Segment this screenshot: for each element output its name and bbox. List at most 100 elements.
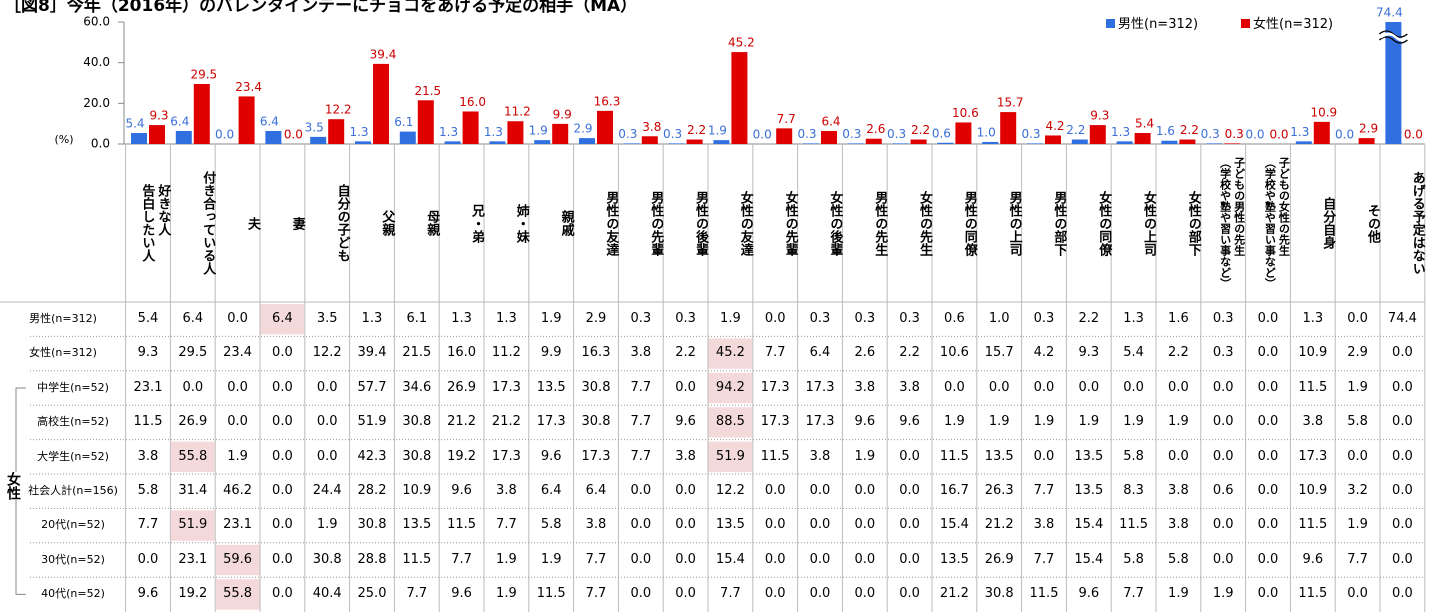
table-cell: 0.0 — [1033, 379, 1055, 395]
y-tick-label: 0.0 — [91, 137, 110, 151]
table-cell: 1.9 — [540, 551, 562, 567]
value-label: 5.4 — [1135, 117, 1154, 131]
value-label: 16.3 — [594, 94, 621, 108]
table-cell: 7.7 — [496, 517, 517, 533]
table-cell: 0.3 — [854, 311, 876, 326]
table-cell: 0.0 — [182, 379, 204, 395]
table-cell: 1.9 — [1347, 379, 1368, 395]
value-label: 0.6 — [932, 126, 951, 140]
table-cell: 0.0 — [630, 483, 652, 498]
table-cell: 6.4 — [540, 483, 562, 498]
bar — [1027, 143, 1043, 144]
table-cell: 5.4 — [1123, 345, 1144, 361]
bar — [507, 121, 524, 144]
category-label: 女性の部下 — [1185, 190, 1201, 256]
category-label: 父親 — [379, 210, 395, 236]
table-cell: 2.2 — [1078, 311, 1100, 326]
table-cell: 13.5 — [1074, 483, 1104, 498]
cell-highlight — [708, 441, 753, 472]
table-cell: 21.2 — [984, 517, 1014, 533]
bar — [686, 139, 703, 144]
table-cell: 42.3 — [357, 448, 387, 464]
table-cell: 12.2 — [312, 345, 342, 361]
value-label: 0.3 — [1021, 127, 1040, 141]
table-cell: 0.0 — [809, 517, 831, 533]
bar — [1134, 133, 1151, 144]
table-cell: 2.6 — [854, 345, 876, 361]
bar — [552, 123, 569, 144]
table-cell: 11.5 — [1298, 586, 1328, 602]
break-gap — [1381, 32, 1408, 42]
table-cell: 45.2 — [715, 345, 745, 361]
table-cell: 0.0 — [630, 517, 652, 533]
row-label: 大学生(n=52) — [37, 449, 109, 463]
value-label: 21.5 — [414, 84, 441, 98]
y-tick-label: 40.0 — [83, 55, 110, 69]
table-cell: 0.0 — [809, 483, 831, 498]
table-cell: 7.7 — [585, 551, 607, 567]
table-cell: 0.0 — [1212, 448, 1234, 464]
value-label: 1.3 — [1111, 125, 1130, 139]
table-cell: 0.0 — [854, 517, 876, 533]
table-cell: 7.7 — [451, 551, 472, 567]
bar — [1045, 135, 1061, 144]
bar — [1313, 121, 1330, 144]
category-label: 夫 — [244, 216, 260, 230]
bar — [373, 63, 389, 144]
bar — [821, 130, 837, 144]
table-cell: 10.9 — [1298, 483, 1328, 498]
category-label: 自分の子ども — [334, 184, 350, 262]
table-cell: 17.3 — [760, 379, 790, 395]
table-cell: 0.0 — [1347, 311, 1368, 326]
value-label: 6.4 — [170, 114, 189, 128]
table-cell: 5.8 — [540, 517, 562, 533]
value-label: 15.7 — [997, 96, 1024, 110]
table-cell: 0.0 — [1212, 517, 1234, 533]
table-cell: 26.9 — [447, 379, 477, 395]
table-cell: 11.5 — [760, 448, 790, 464]
bar — [892, 143, 909, 144]
table-cell: 11.5 — [402, 551, 432, 567]
bar — [417, 100, 434, 144]
table-cell: 2.9 — [1347, 345, 1368, 361]
value-label: 29.5 — [190, 68, 217, 82]
bar — [462, 111, 479, 144]
table-cell: 17.3 — [491, 379, 521, 395]
table-cell: 6.4 — [809, 345, 831, 361]
table-cell: 5.8 — [1347, 414, 1368, 430]
row-label: 社会人計(n=156) — [28, 484, 118, 497]
value-label: 4.2 — [1045, 119, 1064, 133]
table-cell: 0.0 — [764, 551, 786, 567]
table-cell: 0.0 — [1257, 483, 1279, 498]
bar — [937, 142, 954, 144]
table-cell: 0.0 — [272, 551, 293, 567]
table-cell: 30.8 — [312, 551, 342, 567]
value-label: 1.3 — [1290, 125, 1309, 139]
category-label: 男性の友達 — [603, 190, 619, 256]
table-cell: 0.0 — [899, 517, 920, 533]
table-cell: 9.9 — [540, 345, 562, 361]
cell-highlight — [260, 304, 305, 335]
bar — [803, 143, 819, 144]
bar — [668, 143, 685, 144]
category-label: 姉・妹 — [513, 203, 529, 243]
table-cell: 74.4 — [1387, 311, 1417, 326]
table-cell: 0.3 — [899, 311, 920, 326]
table-cell: 17.3 — [805, 379, 835, 395]
table-cell: 1.9 — [316, 517, 338, 533]
table-cell: 24.4 — [312, 483, 342, 498]
table-cell: 3.8 — [585, 517, 607, 533]
table-cell: 30.8 — [357, 517, 387, 533]
legend-item: 男性(n=312) — [1106, 13, 1198, 32]
value-label: 5.4 — [125, 117, 144, 131]
value-label: 3.8 — [642, 120, 661, 134]
table-cell: 23.1 — [133, 379, 163, 395]
category-label: 女性の同僚 — [1096, 190, 1112, 256]
table-cell: 7.7 — [1033, 551, 1055, 567]
legend-swatch — [1241, 19, 1250, 28]
row-label: 30代(n=52) — [41, 552, 105, 566]
table-cell: 21.2 — [447, 414, 477, 430]
table-cell: 1.9 — [720, 311, 741, 326]
table-cell: 0.0 — [272, 517, 293, 533]
